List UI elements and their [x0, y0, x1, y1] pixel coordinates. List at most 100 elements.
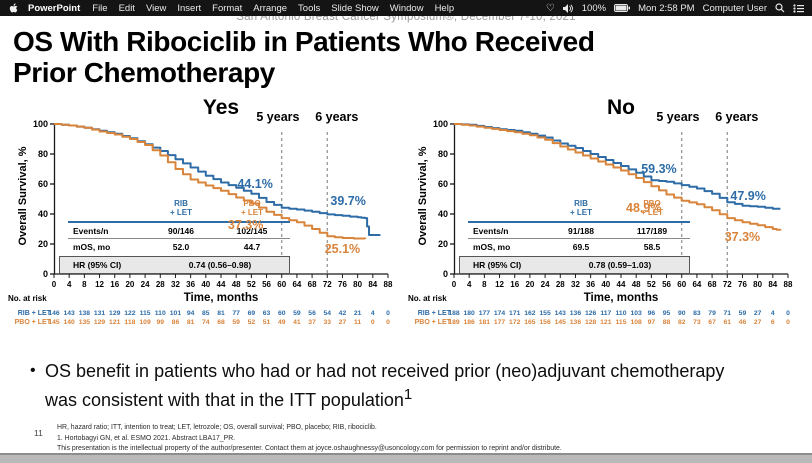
at-risk-count: 143: [63, 310, 75, 317]
menu-arrange[interactable]: Arrange: [253, 2, 288, 14]
at-risk-count: 177: [478, 310, 491, 317]
at-risk-count: 97: [647, 319, 656, 326]
x-tick-label: 84: [768, 280, 778, 289]
at-risk-count: 49: [277, 319, 286, 326]
survival-rate-annotation: 48.9%: [626, 201, 662, 215]
menu-window[interactable]: Window: [389, 2, 424, 14]
at-risk-count: 60: [277, 310, 286, 317]
at-risk-count: 131: [93, 310, 106, 317]
table-rule: [468, 238, 690, 239]
x-tick-label: 12: [495, 280, 504, 289]
x-tick-label: 8: [82, 280, 87, 289]
abbreviations-footnote: HR, hazard ratio; ITT, intention to trea…: [57, 424, 377, 431]
at-risk-count: 88: [662, 319, 671, 326]
at-risk-count: 0: [386, 310, 390, 317]
at-risk-count: 94: [186, 310, 195, 317]
slide-title: OS With Ribociclib in Patients Who Recei…: [13, 26, 793, 89]
mos-row: mOS, mo 52.0 44.7: [73, 242, 261, 252]
at-risk-count: 189: [448, 319, 460, 326]
x-tick-label: 48: [631, 280, 641, 289]
menu-tools[interactable]: Tools: [298, 2, 321, 14]
at-risk-count: 90: [677, 310, 686, 317]
x-tick-label: 20: [125, 280, 135, 289]
at-risk-count: 33: [323, 319, 332, 326]
heart-icon[interactable]: ♡: [545, 2, 555, 14]
survival-rate-annotation: 37.3%: [724, 229, 761, 244]
x-tick-label: 84: [368, 280, 378, 289]
volume-icon[interactable]: [562, 3, 574, 13]
y-tick-label: 80: [37, 149, 48, 159]
at-risk-title: No. at risk: [8, 294, 47, 303]
at-risk-count: 11: [354, 319, 362, 326]
x-tick-label: 4: [66, 280, 72, 289]
x-tick-label: 24: [540, 280, 550, 289]
x-tick-label: 8: [482, 280, 487, 289]
hr-row: HR (95% CI) 0.78 (0.59–1.03): [459, 256, 690, 274]
at-risk-count: 103: [630, 310, 642, 317]
plot-area: RIB + LET PBO + LET Events/n 90/146 102/14…: [50, 123, 389, 278]
menu-view[interactable]: View: [145, 2, 167, 14]
menu-edit[interactable]: Edit: [118, 2, 135, 14]
at-risk-count: 110: [154, 310, 166, 317]
x-tick-label: 60: [677, 280, 687, 289]
x-tick-label: 56: [662, 280, 671, 289]
x-tick-label: 12: [95, 280, 104, 289]
at-risk-count: 165: [524, 319, 536, 326]
x-tick-label: 72: [322, 280, 332, 289]
at-risk-count: 0: [786, 319, 790, 326]
table-rule: [68, 238, 290, 239]
at-risk-count: 128: [584, 319, 597, 326]
apple-menu[interactable]: [9, 2, 18, 14]
slide-number: 11: [34, 428, 43, 438]
at-risk-count: 21: [353, 310, 362, 317]
at-risk-count: 181: [478, 319, 491, 326]
macos-menu-bar: PowerPoint File Edit View Insert Format …: [0, 0, 812, 16]
x-tick-label: 60: [277, 280, 287, 289]
at-risk-count: 180: [463, 310, 475, 317]
at-risk-count: 69: [247, 310, 256, 317]
menu-clock[interactable]: Mon 2:58 PM: [638, 2, 695, 14]
x-tick-label: 80: [353, 280, 363, 289]
at-risk-count: 73: [693, 319, 701, 326]
menu-help[interactable]: Help: [434, 2, 455, 14]
at-risk-count: 136: [569, 319, 582, 326]
battery-icon[interactable]: [614, 4, 631, 12]
menu-insert[interactable]: Insert: [177, 2, 202, 14]
menu-slide-show[interactable]: Slide Show: [331, 2, 379, 14]
at-risk-count: 117: [600, 310, 612, 317]
menu-file[interactable]: File: [92, 2, 108, 14]
at-risk-count: 67: [708, 319, 716, 326]
km-curves: [50, 123, 389, 278]
x-tick-label: 64: [692, 280, 702, 289]
at-risk-count: 108: [630, 319, 642, 326]
control-center-icon[interactable]: [793, 3, 804, 13]
battery-percent: 100%: [581, 2, 607, 14]
presentation-slide: San Antonio Breast Cancer Symposium®, De…: [0, 11, 812, 463]
survival-rate-annotation: 47.9%: [730, 189, 766, 203]
menu-user[interactable]: Computer User: [702, 2, 767, 14]
at-risk-count: 95: [662, 310, 671, 317]
at-risk-count: 82: [677, 319, 686, 326]
milestone-label: 6 years: [715, 110, 759, 124]
subgroup-title: No: [607, 96, 635, 119]
table-rule: [468, 220, 690, 223]
apple-icon: [9, 2, 18, 12]
at-risk-count: 115: [139, 310, 151, 317]
search-icon[interactable]: [775, 3, 785, 13]
at-risk-count: 27: [338, 319, 347, 326]
menu-app-name[interactable]: PowerPoint: [28, 2, 81, 14]
at-risk-count: 110: [615, 310, 627, 317]
x-axis-title: Time, months: [183, 292, 259, 304]
at-risk-row-pbo: PBO + LET 145 140 135 129 121 118 109 99 86 81 74 6…: [6, 319, 406, 328]
at-risk-count: 86: [171, 319, 180, 326]
menu-format[interactable]: Format: [212, 2, 243, 14]
survival-rate-annotation: 37.3%: [227, 217, 264, 232]
plot-area: RIB + LET PBO + LET Events/n 91/188 117/18…: [450, 123, 789, 278]
y-tick-label: 100: [32, 119, 48, 129]
at-risk-count: 46: [738, 319, 747, 326]
key-takeaway-bullet: • OS benefit in patients who had or had …: [30, 361, 725, 411]
at-risk-count: 126: [584, 310, 597, 317]
x-tick-label: 44: [216, 280, 226, 289]
at-risk-count: 41: [293, 319, 301, 326]
at-risk-count: 156: [539, 319, 551, 326]
